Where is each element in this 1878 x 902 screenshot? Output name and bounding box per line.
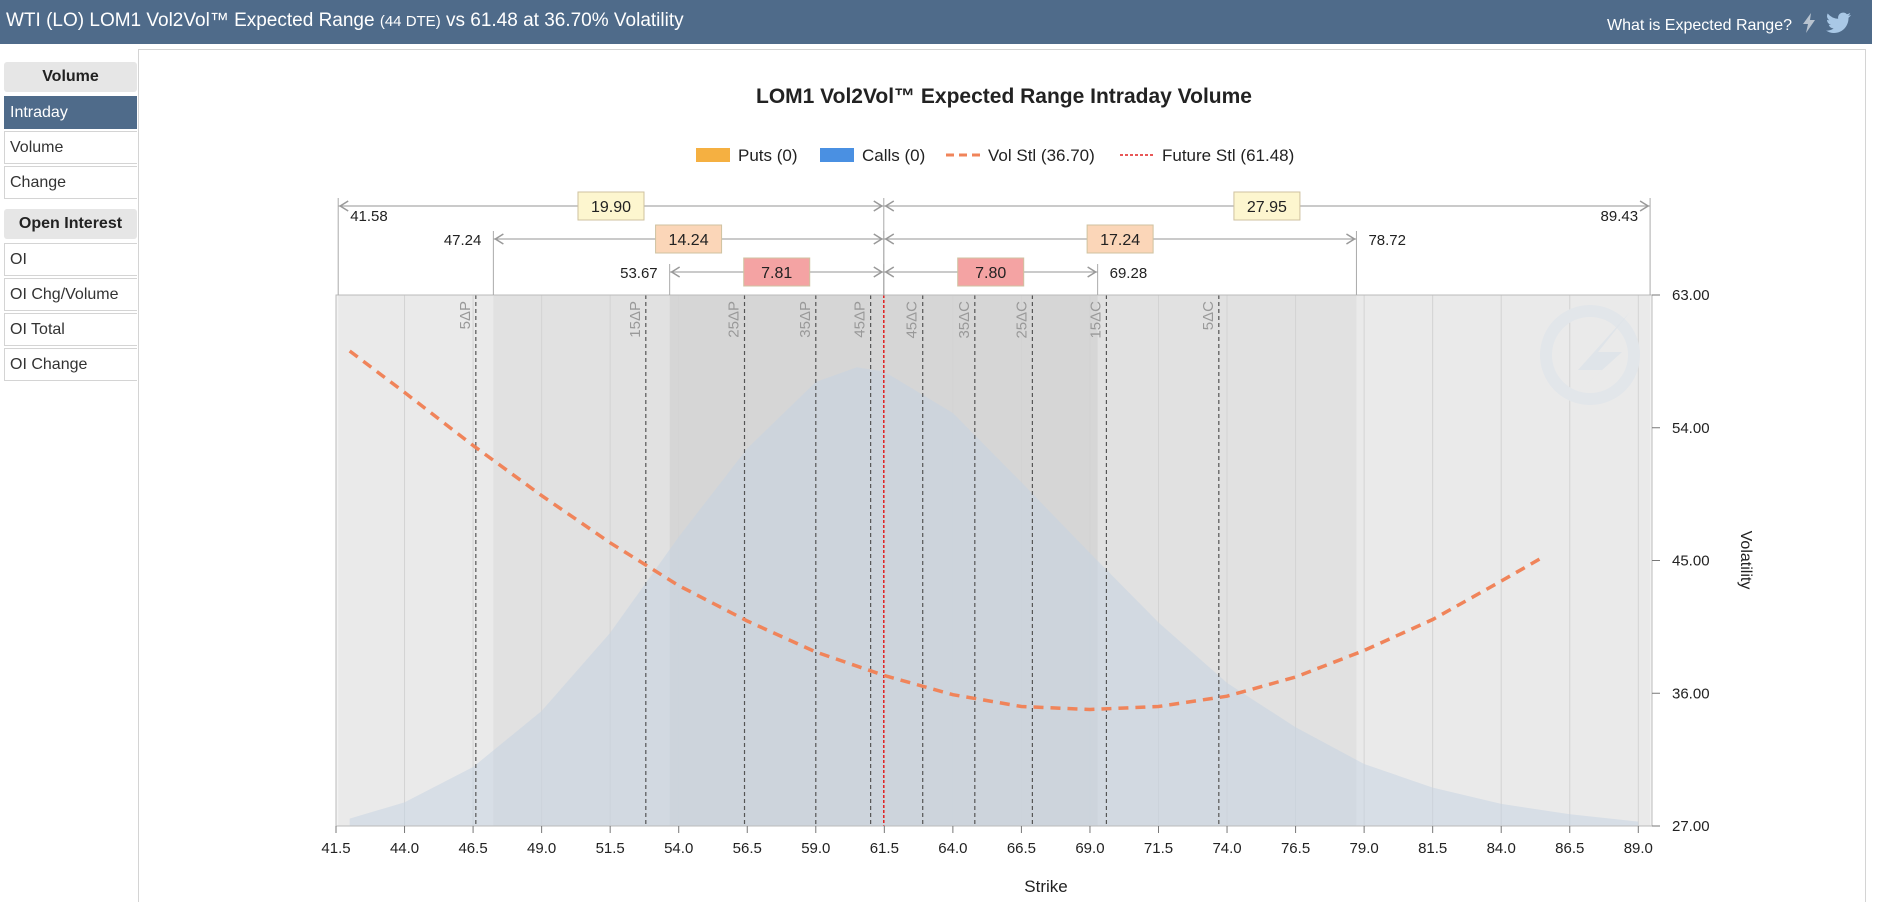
legend-swatch (820, 148, 854, 162)
x-tick-label: 84.0 (1487, 840, 1516, 857)
legend-label: Puts (0) (738, 146, 798, 165)
title-dte: (44 DTE) (379, 13, 441, 30)
range-arrow-center-right (884, 200, 895, 212)
range-up-box (957, 257, 1025, 287)
delta-label: 25ΔP (726, 301, 743, 338)
x-tick-label: 79.0 (1350, 840, 1379, 857)
delta-label: 15ΔC (1087, 301, 1104, 339)
watermark-bolt-icon (1558, 312, 1630, 410)
x-tick-label: 74.0 (1212, 840, 1241, 857)
delta-label: 45ΔP (852, 301, 869, 338)
x-tick-label: 51.5 (596, 840, 625, 857)
vol-settle-line (348, 349, 1544, 712)
y-tick-label: 27.00 (1672, 818, 1710, 835)
range-down-box (577, 191, 645, 221)
range-high-label: 89.43 (1601, 208, 1639, 225)
header-bar: WTI (LO) LOM1 Vol2Vol™ Expected Range (4… (0, 0, 1872, 44)
range-low-label: 53.67 (620, 265, 658, 282)
x-tick-label: 69.0 (1075, 840, 1104, 857)
expected-range-help-link[interactable]: What is Expected Range? (1607, 16, 1792, 34)
legend-label: Vol Stl (36.70) (988, 146, 1095, 165)
delta-label: 5ΔC (1200, 301, 1217, 330)
range-arrow-center-left (873, 200, 884, 212)
range-low-label: 47.24 (444, 232, 482, 249)
legend-swatch (696, 148, 730, 162)
delta-label: 35ΔP (797, 301, 814, 338)
twitter-icon[interactable] (1826, 12, 1852, 39)
range-arrow-right (1639, 200, 1650, 212)
range-arrow-right (1087, 266, 1098, 278)
range-arrow-left (338, 200, 349, 212)
chart-title: LOM1 Vol2Vol™ Expected Range Intraday Vo… (756, 85, 1252, 108)
range-down-box (655, 224, 723, 254)
y-tick-label: 63.00 (1672, 287, 1710, 304)
sidebar-item-oi-chg-volume[interactable]: OI Chg/Volume (4, 278, 137, 311)
range-down-box-label: 7.81 (761, 265, 792, 282)
title-main: WTI (LO) LOM1 Vol2Vol™ Expected Range (6, 10, 375, 31)
range-up-box-label: 7.80 (975, 265, 1006, 282)
range-down-box-label: 19.90 (591, 199, 631, 216)
range-up-box (1086, 224, 1154, 254)
sidebar: Volume Intraday Volume Change Open Inter… (4, 62, 137, 383)
page-title: WTI (LO) LOM1 Vol2Vol™ Expected Range (4… (6, 10, 684, 32)
x-tick-label: 71.5 (1144, 840, 1173, 857)
sidebar-item-oi[interactable]: OI (4, 243, 137, 276)
y-axis-title: Volatility (1737, 531, 1754, 590)
x-tick-label: 59.0 (801, 840, 830, 857)
x-tick-label: 41.5 (321, 840, 350, 857)
sidebar-item-volume[interactable]: Volume (4, 131, 137, 164)
y-tick-label: 54.00 (1672, 420, 1710, 437)
x-axis-title: Strike (1024, 877, 1067, 896)
x-tick-label: 64.0 (938, 840, 967, 857)
range-high-label: 78.72 (1368, 232, 1406, 249)
legend-label: Future Stl (61.48) (1162, 146, 1294, 165)
header-actions: What is Expected Range? (1607, 12, 1852, 39)
delta-label: 15ΔP (627, 301, 644, 338)
x-tick-label: 76.5 (1281, 840, 1310, 857)
x-tick-label: 66.5 (1007, 840, 1036, 857)
range-up-box-label: 17.24 (1100, 232, 1140, 249)
lightning-icon[interactable] (1800, 12, 1818, 39)
x-tick-label: 46.5 (458, 840, 487, 857)
range-down-box-label: 14.24 (669, 232, 709, 249)
sidebar-item-oi-change[interactable]: OI Change (4, 348, 137, 381)
range-arrow-center-left (873, 233, 884, 245)
delta-label: 5ΔP (457, 301, 474, 329)
title-tail: vs 61.48 at 36.70% Volatility (445, 10, 684, 31)
x-tick-label: 89.0 (1624, 840, 1653, 857)
y-tick-label: 45.00 (1672, 553, 1710, 570)
sidebar-item-oi-total[interactable]: OI Total (4, 313, 137, 346)
delta-label: 45ΔC (904, 301, 921, 339)
sidebar-item-change[interactable]: Change (4, 166, 137, 199)
range-arrow-center-right (884, 266, 895, 278)
range-arrow-right (1346, 233, 1356, 245)
range-high-label: 69.28 (1110, 265, 1148, 282)
y-tick-label: 36.00 (1672, 685, 1710, 702)
range-arrow-center-right (884, 233, 895, 245)
range-arrow-left (670, 266, 681, 278)
x-tick-label: 54.0 (664, 840, 693, 857)
x-tick-label: 86.5 (1555, 840, 1584, 857)
range-arrow-left (493, 233, 504, 245)
x-tick-label: 49.0 (527, 840, 556, 857)
volume-distribution-area (349, 367, 1639, 826)
delta-label: 35ΔC (956, 301, 973, 339)
sidebar-heading-volume: Volume (4, 62, 137, 92)
range-arrow-center-left (873, 266, 884, 278)
delta-label: 25ΔC (1013, 301, 1030, 339)
x-tick-label: 61.5 (870, 840, 899, 857)
watermark-logo-icon (1540, 305, 1640, 405)
range-down-box (743, 257, 811, 287)
range-up-box (1233, 191, 1301, 221)
range-low-label: 41.58 (350, 208, 388, 225)
sidebar-item-intraday[interactable]: Intraday (4, 96, 137, 129)
x-tick-label: 44.0 (390, 840, 419, 857)
x-tick-label: 56.5 (733, 840, 762, 857)
range-up-box-label: 27.95 (1247, 199, 1287, 216)
sidebar-heading-open-interest: Open Interest (4, 209, 137, 239)
legend-label: Calls (0) (862, 146, 925, 165)
x-tick-label: 81.5 (1418, 840, 1447, 857)
